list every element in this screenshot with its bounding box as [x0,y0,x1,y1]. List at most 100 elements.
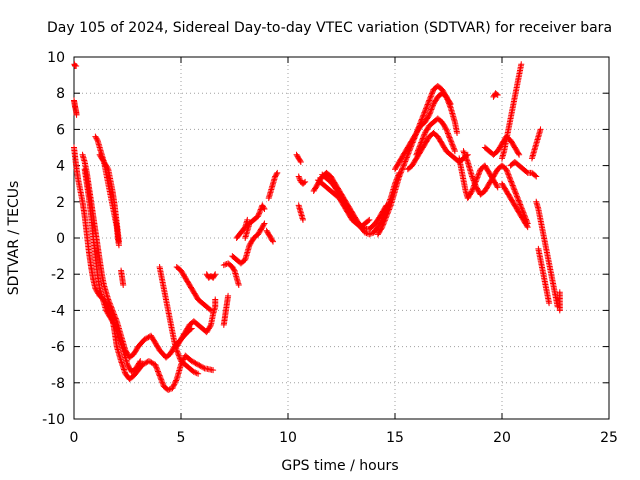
data-point [73,63,80,70]
data-point [256,209,263,216]
data-point [512,189,519,196]
data-point [400,163,407,170]
series-arc-07 [96,151,122,245]
data-point [517,201,524,208]
data-point [423,105,430,112]
data-point [426,110,433,117]
data-point [255,211,262,218]
x-tick-labels: 0 5 10 15 20 25 [70,430,618,446]
data-point [380,221,387,228]
data-point [422,106,429,113]
data-point [443,93,450,100]
series-arc-27 [392,90,461,173]
data-point [419,136,426,143]
data-point [197,363,204,370]
data-point [476,168,483,175]
data-point [198,363,205,370]
y-tick-label: -6 [51,340,65,356]
data-point [427,107,434,114]
series-arc-14 [220,260,242,289]
y-tick-label: 10 [47,50,65,66]
series-arc-03 [71,144,217,394]
data-point [512,190,519,197]
data-point [426,111,433,118]
data-point [463,154,470,161]
data-point [154,368,161,375]
data-point [447,137,454,144]
data-point [468,189,475,196]
data-point [460,148,467,155]
data-point [297,158,304,165]
data-point [192,360,199,367]
data-point [366,231,373,238]
data-point [416,144,423,151]
data-point [494,184,501,191]
data-point [518,61,525,68]
data-point [402,158,409,165]
series-arc-29 [413,115,458,158]
data-point [257,207,264,214]
x-tick-label: 5 [177,430,186,446]
data-point [505,173,512,180]
data-point [470,177,477,184]
data-point [425,98,432,105]
data-point [107,301,114,308]
data-point [421,108,428,115]
data-point [296,174,303,181]
data-point [148,359,155,366]
data-point [444,129,451,136]
data-point [169,385,176,392]
data-point [428,90,435,97]
data-point [417,140,424,147]
data-point [510,185,517,192]
series-arc-17 [233,216,251,241]
data-point [220,262,227,269]
data-point [398,168,405,175]
data-point [230,266,237,273]
data-point [159,379,166,386]
data-point [191,359,198,366]
data-point [449,142,456,149]
y-tick-label: -10 [42,412,65,428]
data-point [142,335,149,342]
data-point [381,218,388,225]
data-point [147,358,154,365]
data-point [446,133,453,140]
data-point [469,187,476,194]
data-point [515,150,522,157]
data-point [429,102,436,109]
data-point [503,167,510,174]
data-point [425,100,432,107]
data-point [421,109,428,116]
data-point [515,197,522,204]
data-point [442,125,449,132]
data-point [158,376,165,383]
data-point [176,355,183,362]
series-arc-15 [229,220,268,267]
data-point [418,138,425,145]
data-point [469,173,476,180]
data-point [196,362,203,369]
data-point [416,143,423,150]
data-point [302,178,309,185]
data-point [472,181,479,188]
data-point [443,127,450,134]
data-point [159,380,166,387]
data-point [475,171,482,178]
data-point [189,358,196,365]
data-point [188,358,195,365]
data-point [166,386,173,393]
data-point [158,377,165,384]
data-point [385,209,392,216]
data-point [446,100,453,107]
data-point [444,97,451,104]
data-point [211,272,218,279]
series-arc-32 [490,90,501,100]
data-point [471,180,478,187]
data-point [420,111,427,118]
data-point [464,157,471,164]
data-point [170,382,177,389]
data-point [462,153,469,160]
x-tick-label: 0 [70,430,79,446]
